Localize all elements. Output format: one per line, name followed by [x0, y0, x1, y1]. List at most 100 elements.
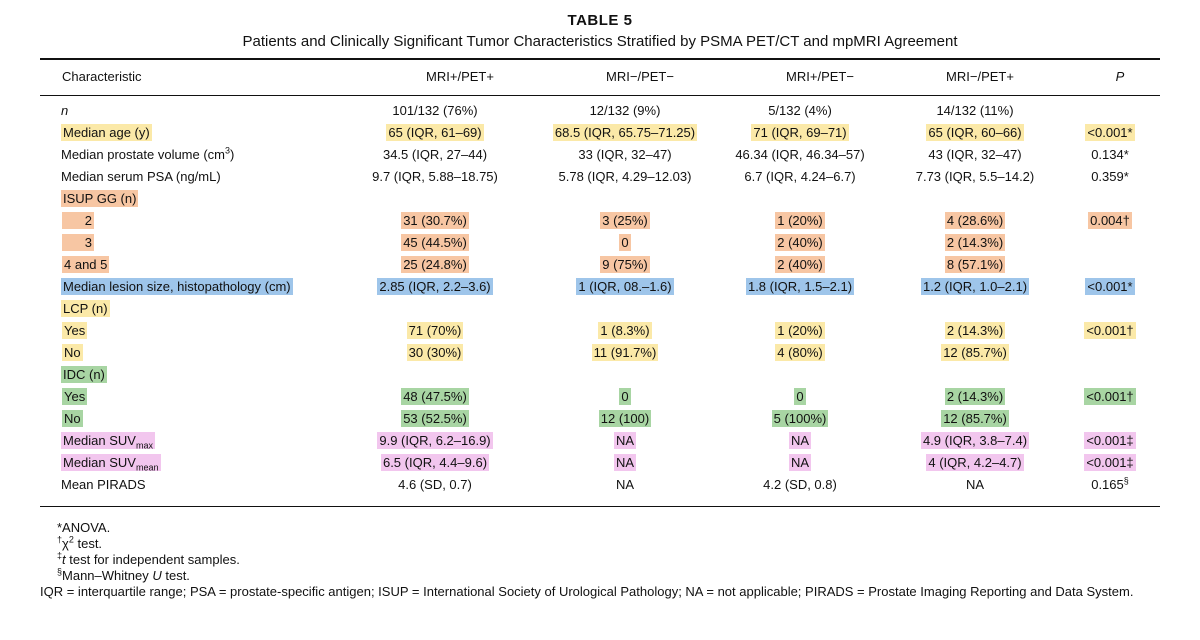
value-cell: 1 (20%) — [775, 211, 825, 229]
value-cell: 5/132 (4%) — [768, 102, 832, 118]
row-label: Median SUV — [63, 454, 136, 470]
row-label-cell: 2 — [40, 209, 330, 231]
value-cell: 4 (IQR, 4.2–4.7) — [926, 453, 1024, 471]
p-value-cell: <0.001‡ — [1084, 453, 1136, 471]
row-label: Median lesion size, histopathology (cm) — [63, 278, 291, 294]
footnote-abbreviations: IQR = interquartile range; PSA = prostat… — [40, 584, 1134, 599]
table-row: Median SUVmean 6.5 (IQR, 4.4–9.6) NA NA 4 (I… — [40, 451, 1160, 473]
row-label-cell: LCP (n) — [40, 297, 330, 319]
value-cell: 30 (30%) — [406, 343, 464, 361]
table-row: 4 and 5 25 (24.8%) 9 (75%) 2 (40%) 8 (57.1%) — [40, 253, 1160, 275]
value-cell: 12 (100) — [598, 409, 652, 427]
header-mri-pos-pet-neg: MRI+/PET− — [786, 69, 854, 84]
header-mri-neg-pet-pos: MRI−/PET+ — [946, 69, 1014, 84]
value-cell: 4.6 (SD, 0.7) — [398, 476, 472, 492]
row-label-cell: 4 and 5 — [40, 253, 330, 275]
value-cell — [540, 187, 710, 209]
row-label-cell: Median SUVmax — [61, 431, 155, 451]
header-mri-pos-pet-pos: MRI+/PET+ — [426, 69, 494, 84]
value-cell: 71 (IQR, 69–71) — [751, 123, 849, 141]
value-cell: 12 (85.7%) — [941, 343, 1009, 361]
footnote-t-test: ‡t test for independent samples. — [57, 550, 240, 567]
value-cell — [330, 187, 540, 209]
value-cell — [890, 187, 1060, 209]
value-cell: 48 (47.5%) — [401, 387, 469, 405]
value-cell: 46.34 (IQR, 46.34–57) — [735, 146, 865, 162]
value-cell — [890, 363, 1060, 385]
value-cell: 65 (IQR, 60–66) — [926, 123, 1024, 141]
value-cell: 4.9 (IQR, 3.8–7.4) — [920, 431, 1030, 449]
row-label: 4 and 5 — [64, 256, 108, 272]
value-cell — [710, 297, 890, 319]
footnote-chi-square: †χ2 test. — [57, 534, 103, 551]
table-subtitle: Patients and Clinically Significant Tumo… — [242, 33, 958, 50]
p-value-cell — [1060, 99, 1160, 121]
value-cell: 65 (IQR, 61–69) — [386, 123, 484, 141]
row-label: No — [64, 344, 81, 360]
top-rule — [40, 58, 1160, 60]
value-cell: 33 (IQR, 32–47) — [578, 146, 672, 162]
value-cell: 7.73 (IQR, 5.5–14.2) — [915, 168, 1035, 184]
row-label-cell: Median serum PSA (ng/mL) — [40, 165, 330, 187]
value-cell: 1 (8.3%) — [598, 321, 652, 339]
value-cell — [540, 297, 710, 319]
value-cell: 53 (52.5%) — [401, 409, 469, 427]
row-label-cell: ISUP GG (n) — [40, 187, 330, 209]
value-cell: 9.9 (IQR, 6.2–16.9) — [377, 431, 493, 449]
header-rule — [40, 95, 1160, 96]
footnote-mann-whitney: §Mann–Whitney U test. — [57, 566, 190, 583]
value-cell: 2 (40%) — [775, 255, 825, 273]
value-cell: NA — [613, 453, 637, 471]
table-row: Median age (y) 65 (IQR, 61–69) 68.5 (IQR, … — [40, 121, 1160, 143]
value-cell: 0 — [619, 233, 631, 251]
row-label-cell: Yes — [40, 319, 330, 341]
value-cell: 43 (IQR, 32–47) — [928, 146, 1022, 162]
row-label: IDC (n) — [63, 366, 105, 382]
value-cell: 1.2 (IQR, 1.0–2.1) — [920, 277, 1030, 295]
value-cell: 9 (75%) — [600, 255, 650, 273]
value-cell: NA — [965, 476, 985, 492]
p-value-cell: 0.004† — [1088, 211, 1132, 229]
row-label: ISUP GG (n) — [63, 190, 137, 206]
p-value-cell: <0.001† — [1084, 321, 1136, 339]
table-row: No 30 (30%) 11 (91.7%) 4 (80%) 12 (85.7%) — [40, 341, 1160, 363]
row-label-cell: Mean PIRADS — [40, 473, 330, 495]
row-label-cell: Median age (y) — [40, 121, 330, 143]
row-label-cell: Yes — [40, 385, 330, 407]
table-row: No 53 (52.5%) 12 (100) 5 (100%) 12 (85.7%) — [40, 407, 1160, 429]
data-table: n 101/132 (76%) 12/132 (9%) 5/132 (4%) 14/13… — [40, 99, 1160, 495]
table-row: 2 31 (30.7%) 3 (25%) 1 (20%) 4 (28.6%) 0.004† — [40, 209, 1160, 231]
value-cell: 0 — [619, 387, 631, 405]
bottom-rule — [40, 506, 1160, 507]
value-cell: 12 (85.7%) — [941, 409, 1009, 427]
value-cell — [540, 363, 710, 385]
value-cell — [330, 363, 540, 385]
table-row: Yes 71 (70%) 1 (8.3%) 1 (20%) 2 (14.3%) <0.00… — [40, 319, 1160, 341]
value-cell — [330, 297, 540, 319]
row-label: No — [64, 410, 81, 426]
row-label: n — [61, 102, 69, 118]
value-cell: 6.5 (IQR, 4.4–9.6) — [380, 453, 490, 471]
header-characteristic: Characteristic — [62, 69, 142, 84]
p-value-cell: <0.001* — [1085, 277, 1135, 295]
value-cell: NA — [615, 476, 635, 492]
table-row: n 101/132 (76%) 12/132 (9%) 5/132 (4%) 14/13… — [40, 99, 1160, 121]
value-cell: 0 — [794, 387, 806, 405]
value-cell: 12/132 (9%) — [589, 102, 661, 118]
value-cell: 1.8 (IQR, 1.5–2.1) — [745, 277, 855, 295]
value-cell: 25 (24.8%) — [401, 255, 469, 273]
p-value-cell: 0.165§ — [1091, 475, 1129, 492]
row-label-cell: Median lesion size, histopathology (cm) — [40, 275, 330, 297]
value-cell: 3 (25%) — [600, 211, 650, 229]
value-cell: 1 (IQR, 08.–1.6) — [576, 277, 674, 295]
table-row: LCP (n) — [40, 297, 1160, 319]
row-label-cell: No — [40, 407, 330, 429]
header-mri-neg-pet-neg: MRI−/PET− — [606, 69, 674, 84]
value-cell: 4 (28.6%) — [944, 211, 1006, 229]
header-p-value: P — [1115, 69, 1125, 84]
value-cell: 11 (91.7%) — [591, 343, 659, 361]
row-label: 2 — [84, 212, 92, 228]
p-value-cell: 0.134* — [1091, 146, 1129, 162]
row-label: Median serum PSA (ng/mL) — [61, 168, 221, 184]
row-label: Median age (y) — [63, 124, 150, 140]
